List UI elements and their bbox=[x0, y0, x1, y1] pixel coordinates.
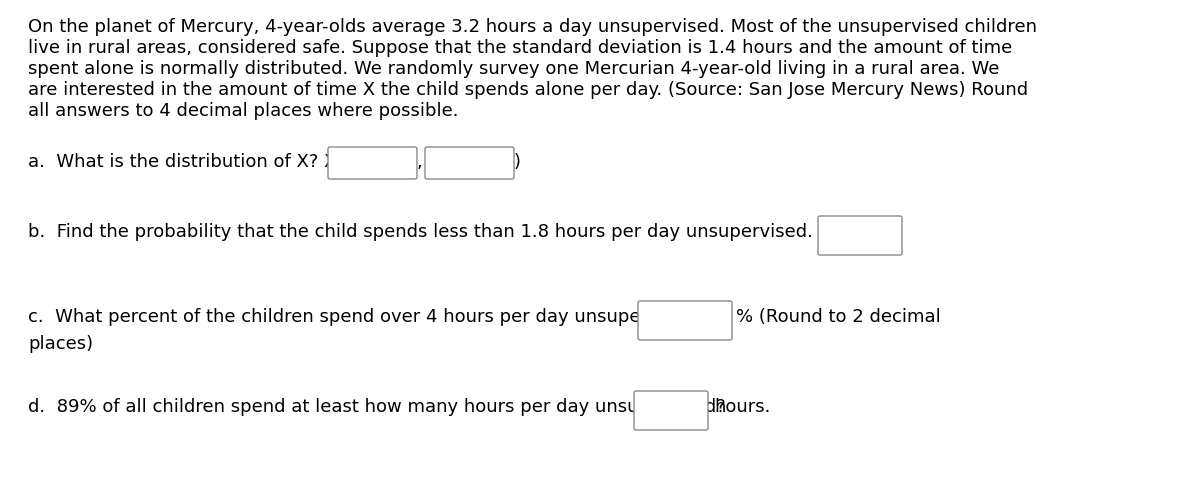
FancyBboxPatch shape bbox=[328, 147, 418, 179]
Text: % (Round to 2 decimal: % (Round to 2 decimal bbox=[736, 308, 941, 326]
Text: ,: , bbox=[418, 153, 422, 171]
FancyBboxPatch shape bbox=[638, 301, 732, 340]
Text: On the planet of Mercury, 4-year-olds average 3.2 hours a day unsupervised. Most: On the planet of Mercury, 4-year-olds av… bbox=[28, 18, 1037, 36]
FancyBboxPatch shape bbox=[818, 216, 902, 255]
Text: hours.: hours. bbox=[714, 398, 770, 416]
Text: are interested in the amount of time X the child spends alone per day. (Source: : are interested in the amount of time X t… bbox=[28, 81, 1028, 99]
Text: live in rural areas, considered safe. Suppose that the standard deviation is 1.4: live in rural areas, considered safe. Su… bbox=[28, 39, 1013, 57]
FancyBboxPatch shape bbox=[634, 391, 708, 430]
Text: d.  89% of all children spend at least how many hours per day unsupervised?: d. 89% of all children spend at least ho… bbox=[28, 398, 726, 416]
FancyBboxPatch shape bbox=[425, 147, 514, 179]
Text: spent alone is normally distributed. We randomly survey one Mercurian 4-year-old: spent alone is normally distributed. We … bbox=[28, 60, 1000, 78]
Text: places): places) bbox=[28, 335, 94, 353]
Text: c.  What percent of the children spend over 4 hours per day unsupervised.: c. What percent of the children spend ov… bbox=[28, 308, 701, 326]
Text: ): ) bbox=[514, 153, 521, 171]
Text: all answers to 4 decimal places where possible.: all answers to 4 decimal places where po… bbox=[28, 102, 458, 120]
Text: a.  What is the distribution of X? X – N(: a. What is the distribution of X? X – N( bbox=[28, 153, 378, 171]
Text: b.  Find the probability that the child spends less than 1.8 hours per day unsup: b. Find the probability that the child s… bbox=[28, 223, 812, 241]
